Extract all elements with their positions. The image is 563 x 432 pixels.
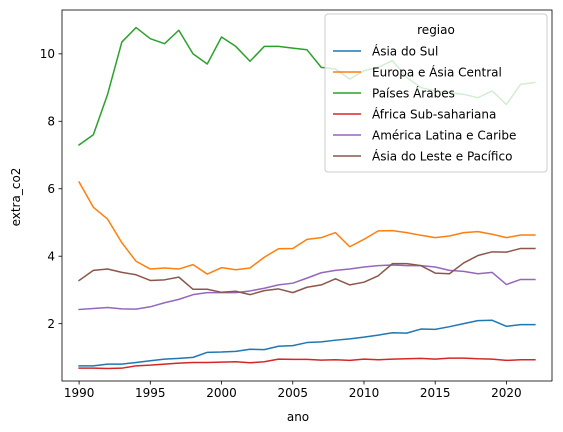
y-tick-label: 2 bbox=[47, 317, 55, 331]
x-tick-label: 2015 bbox=[420, 386, 451, 400]
y-axis-ticks: 2 4 6 8 10 bbox=[40, 47, 62, 331]
legend-title: regiao bbox=[417, 23, 455, 37]
x-tick-label: 1995 bbox=[135, 386, 166, 400]
legend: regiao Ásia do Sul Europa e Ásia Central P… bbox=[324, 13, 548, 173]
x-tick-label: 2010 bbox=[349, 386, 380, 400]
y-tick-label: 10 bbox=[40, 47, 55, 61]
x-tick-label: 1990 bbox=[64, 386, 95, 400]
x-axis-label: ano bbox=[287, 410, 309, 424]
legend-label: América Latina e Caribe bbox=[372, 128, 516, 142]
series-line-4 bbox=[78, 264, 536, 311]
x-tick-label: 2005 bbox=[277, 386, 308, 400]
legend-items: Ásia do Sul Europa e Ásia Central Países Á… bbox=[333, 43, 516, 163]
series-line-3 bbox=[78, 357, 536, 370]
y-tick-label: 6 bbox=[47, 182, 55, 196]
series-line-1 bbox=[78, 180, 536, 275]
plot-frame bbox=[61, 9, 553, 382]
legend-label: Países Árabes bbox=[372, 85, 455, 100]
legend-label: Ásia do Sul bbox=[372, 43, 438, 58]
legend-label: Europa e Ásia Central bbox=[372, 64, 502, 79]
x-tick-label: 2000 bbox=[206, 386, 237, 400]
legend-frame bbox=[324, 13, 548, 173]
y-axis-label: extra_co2 bbox=[9, 168, 23, 227]
legend-label: Ásia do Leste e Pacífico bbox=[372, 148, 512, 163]
legend-label: África Sub-sahariana bbox=[372, 106, 496, 121]
plot-lines bbox=[78, 26, 536, 370]
series-line-5 bbox=[78, 247, 536, 296]
y-tick-label: 8 bbox=[47, 115, 55, 129]
series-line-0 bbox=[78, 319, 536, 367]
y-tick-label: 4 bbox=[47, 250, 55, 264]
x-tick-label: 2020 bbox=[491, 386, 522, 400]
x-axis-ticks: 1990 1995 2000 2005 2010 2015 2020 bbox=[64, 381, 522, 400]
